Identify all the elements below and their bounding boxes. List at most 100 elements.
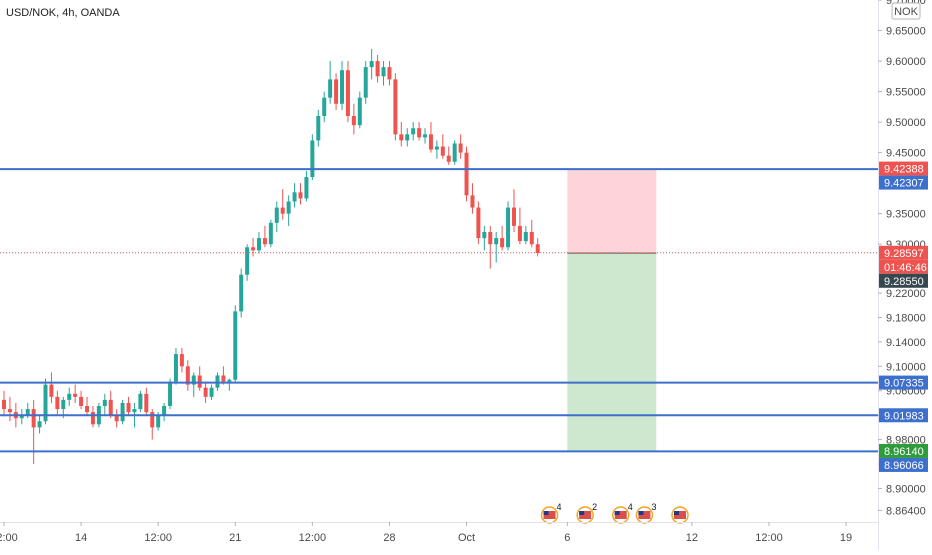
candle[interactable]: [334, 73, 339, 110]
stop-loss-zone[interactable]: [567, 168, 657, 254]
candle[interactable]: [2, 390, 6, 417]
flag-canton: [543, 511, 549, 515]
time-tick-label: 28: [383, 532, 395, 544]
candle[interactable]: [298, 183, 303, 205]
candle[interactable]: [239, 268, 244, 318]
candle[interactable]: [262, 225, 267, 248]
candle[interactable]: [233, 305, 238, 382]
candle[interactable]: [452, 140, 457, 165]
candle[interactable]: [227, 378, 232, 391]
candle[interactable]: [322, 91, 327, 123]
candle[interactable]: [523, 225, 528, 245]
candle[interactable]: [292, 183, 297, 208]
candle[interactable]: [120, 399, 125, 425]
candle[interactable]: [43, 378, 48, 425]
candle[interactable]: [440, 134, 445, 159]
candle-body: [108, 399, 113, 416]
candle[interactable]: [191, 372, 196, 397]
candle[interactable]: [399, 122, 404, 147]
candle[interactable]: [381, 61, 386, 86]
candle[interactable]: [31, 399, 36, 464]
candle[interactable]: [375, 54, 380, 83]
candle[interactable]: [102, 393, 107, 416]
candle[interactable]: [340, 61, 345, 110]
candle[interactable]: [49, 372, 54, 403]
candle[interactable]: [506, 201, 511, 251]
candle[interactable]: [470, 183, 475, 214]
candle[interactable]: [67, 387, 72, 406]
candle[interactable]: [19, 409, 24, 425]
take-profit-zone[interactable]: [567, 253, 657, 451]
candle[interactable]: [417, 122, 422, 141]
candle[interactable]: [345, 61, 350, 123]
candle[interactable]: [434, 140, 439, 159]
candle[interactable]: [369, 48, 374, 80]
candle[interactable]: [268, 219, 273, 248]
candle[interactable]: [185, 360, 190, 391]
candle-body: [482, 232, 487, 239]
candle[interactable]: [73, 384, 78, 403]
candle[interactable]: [488, 225, 493, 269]
economic-event-marker[interactable]: [671, 506, 689, 524]
candle[interactable]: [411, 122, 416, 141]
candle[interactable]: [517, 207, 522, 245]
candle[interactable]: [162, 402, 167, 422]
price-label-bg: [879, 443, 928, 458]
candle[interactable]: [428, 122, 433, 153]
candle[interactable]: [286, 195, 291, 226]
candle[interactable]: [446, 146, 451, 165]
candle[interactable]: [464, 146, 469, 202]
candle[interactable]: [363, 61, 368, 104]
candle[interactable]: [511, 189, 516, 232]
candle[interactable]: [387, 61, 392, 86]
economic-event-marker[interactable]: 4: [540, 502, 562, 524]
candle[interactable]: [393, 73, 398, 141]
economic-event-marker[interactable]: 4: [611, 502, 633, 524]
candle[interactable]: [423, 128, 428, 144]
candle[interactable]: [114, 409, 119, 428]
flag-stripes: [543, 511, 556, 519]
candle[interactable]: [256, 232, 261, 254]
candle[interactable]: [274, 201, 279, 232]
candle[interactable]: [280, 189, 285, 220]
candle[interactable]: [494, 232, 499, 263]
candle[interactable]: [535, 238, 540, 257]
candle[interactable]: [90, 406, 95, 428]
candle[interactable]: [55, 390, 60, 416]
candle[interactable]: [37, 415, 42, 434]
candle[interactable]: [173, 348, 178, 385]
candle[interactable]: [168, 378, 173, 410]
candle[interactable]: [144, 387, 149, 416]
candle[interactable]: [79, 390, 84, 410]
candle[interactable]: [476, 201, 481, 245]
candle[interactable]: [197, 366, 202, 391]
currency-badge[interactable]: NOK: [891, 2, 921, 20]
candle[interactable]: [138, 390, 143, 413]
candle[interactable]: [215, 372, 220, 391]
candle[interactable]: [150, 409, 155, 440]
candle[interactable]: [310, 134, 315, 181]
candle[interactable]: [108, 390, 113, 419]
candle[interactable]: [458, 134, 463, 159]
candle[interactable]: [85, 396, 90, 416]
candle[interactable]: [221, 366, 226, 385]
candle[interactable]: [7, 396, 12, 422]
candle[interactable]: [179, 348, 184, 373]
candle[interactable]: [351, 103, 356, 135]
candle[interactable]: [209, 384, 214, 400]
candle[interactable]: [126, 396, 131, 416]
candle[interactable]: [203, 381, 208, 403]
candle[interactable]: [328, 61, 333, 104]
candle[interactable]: [529, 219, 534, 248]
candle[interactable]: [482, 225, 487, 251]
candle[interactable]: [316, 109, 321, 147]
candle[interactable]: [304, 170, 309, 202]
candle[interactable]: [245, 244, 250, 281]
candle[interactable]: [357, 91, 362, 129]
candle[interactable]: [500, 225, 505, 251]
candle[interactable]: [405, 128, 410, 147]
price-tick-label: 8.98000: [886, 435, 926, 447]
candle[interactable]: [251, 238, 256, 257]
